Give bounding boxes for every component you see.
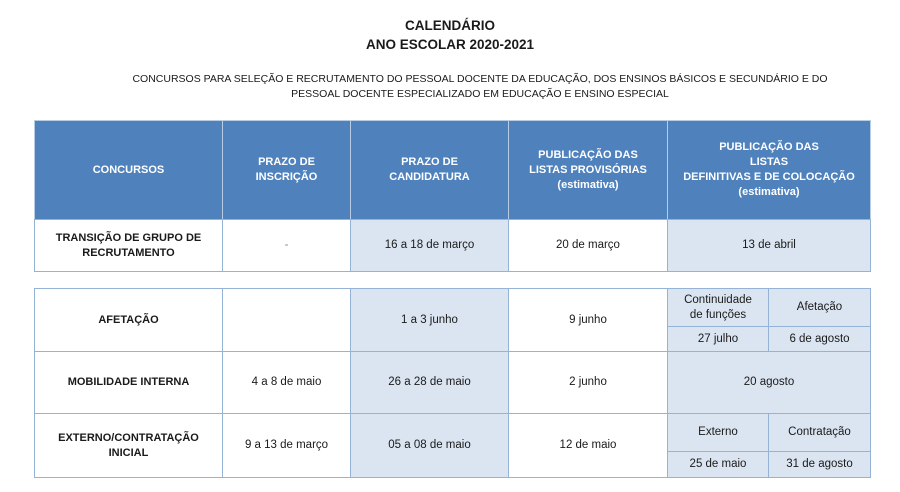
row-externo-provisorias: 12 de maio [508, 413, 668, 478]
row-afetacao-provisorias: 9 junho [508, 288, 668, 352]
header-listas-definitivas: PUBLICAÇÃO DAS LISTAS DEFINITIVAS E DE COL… [667, 120, 871, 220]
header-prazo-candidatura: PRAZO DE CANDIDATURA [350, 120, 509, 220]
row-transicao-provisorias: 20 de março [508, 219, 668, 272]
row-externo-externo-value: 25 de maio [667, 451, 769, 478]
row-afetacao-inscricao [222, 288, 351, 352]
row-externo-externo-label: Externo [667, 413, 769, 452]
row-afetacao-name: AFETAÇÃO [34, 288, 223, 352]
row-externo-contratacao-value: 31 de agosto [768, 451, 871, 478]
row-transicao-name: TRANSIÇÃO DE GRUPO DE RECRUTAMENTO [34, 219, 223, 272]
row-externo-contratacao-label: Contratação [768, 413, 871, 452]
header-listas-provisorias: PUBLICAÇÃO DAS LISTAS PROVISÓRIAS (estimat… [508, 120, 668, 220]
header-concursos: CONCURSOS [34, 120, 223, 220]
row-mobilidade-name: MOBILIDADE INTERNA [34, 351, 223, 414]
row-afetacao-continuidade-label: Continuidade de funções [667, 288, 769, 327]
row-externo-name: EXTERNO/CONTRATAÇÃO INICIAL [34, 413, 223, 478]
row-transicao-definitivas: 13 de abril [667, 219, 871, 272]
row-mobilidade-provisorias: 2 junho [508, 351, 668, 414]
row-transicao-inscricao: - [222, 219, 351, 272]
row-afetacao-continuidade-value: 27 julho [667, 326, 769, 352]
row-externo-candidatura: 05 a 08 de maio [350, 413, 509, 478]
row-mobilidade-inscricao: 4 a 8 de maio [222, 351, 351, 414]
title: CALENDÁRIO [405, 18, 495, 33]
row-mobilidade-definitivas: 20 agosto [667, 351, 871, 414]
row-mobilidade-candidatura: 26 a 28 de maio [350, 351, 509, 414]
header-prazo-inscricao: PRAZO DE INSCRIÇÃO [222, 120, 351, 220]
row-afetacao-afetacao-value: 6 de agosto [768, 326, 871, 352]
description: CONCURSOS PARA SELEÇÃO E RECRUTAMENTO DO… [132, 73, 828, 100]
subtitle: ANO ESCOLAR 2020-2021 [365, 37, 535, 52]
row-externo-inscricao: 9 a 13 de março [222, 413, 351, 478]
row-afetacao-afetacao-label: Afetação [768, 288, 871, 327]
row-transicao-candidatura: 16 a 18 de março [350, 219, 509, 272]
row-afetacao-candidatura: 1 a 3 junho [350, 288, 509, 352]
